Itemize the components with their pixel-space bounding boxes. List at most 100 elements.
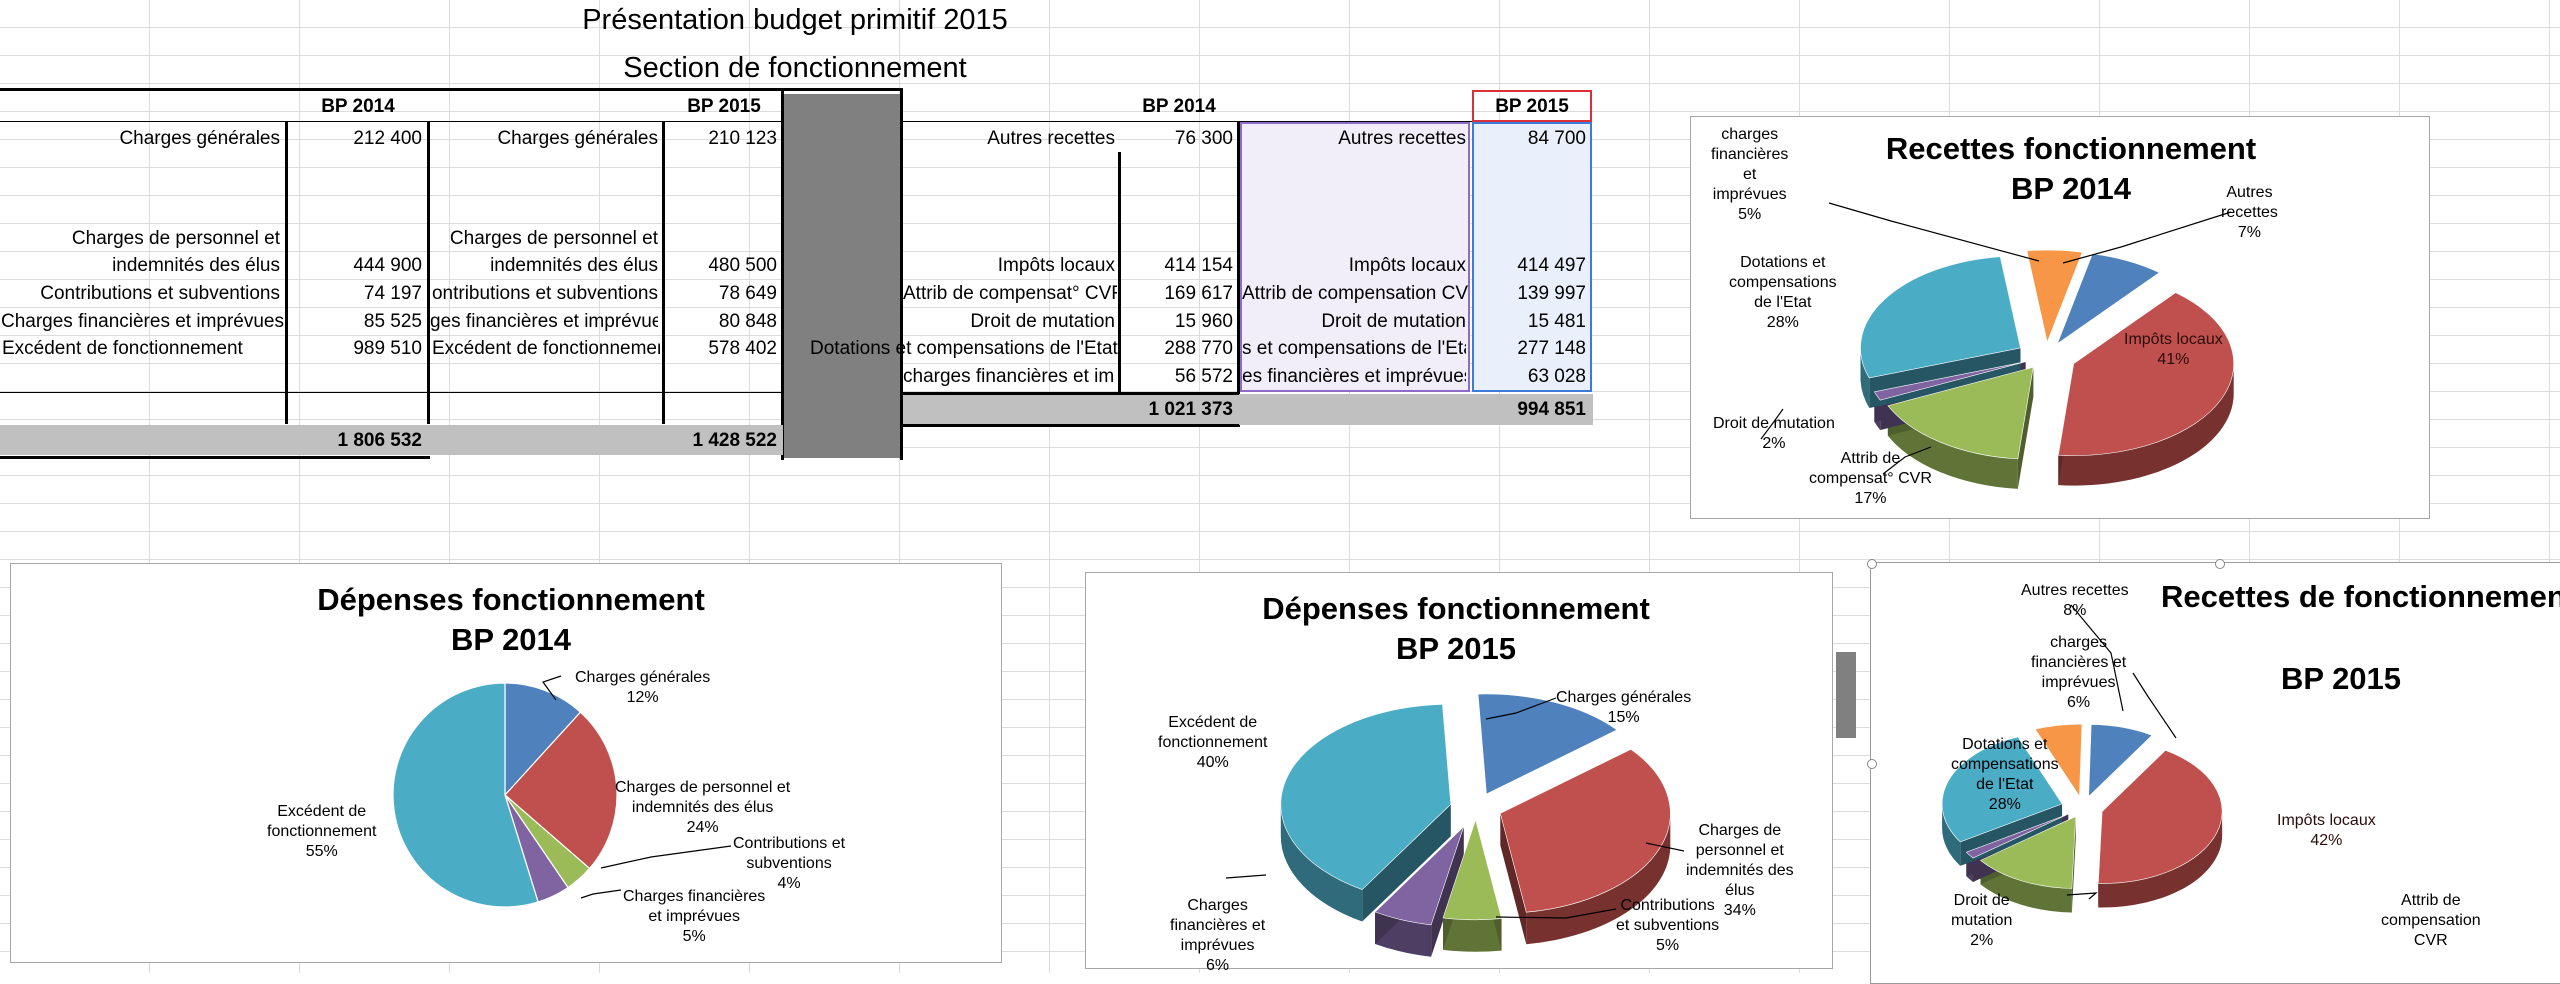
row-label[interactable]: Attrib de compensat° CVR [903,283,1117,304]
chart-title-line2: BP 2014 [450,622,572,657]
slice-droit-mutation[interactable] [1873,361,2026,401]
row-value[interactable]: 56 572 [1174,366,1233,387]
row-label[interactable]: Impôts locaux [997,255,1115,276]
row-value[interactable]: 444 900 [353,255,422,276]
total-2014[interactable]: 1 806 532 [337,430,422,451]
table-top-border [0,88,900,91]
row-label[interactable]: Contributions et subventions [40,283,280,304]
leader-line [2132,672,2177,739]
row-value[interactable]: 78 649 [718,283,777,304]
slice-excedent[interactable] [1280,704,1452,890]
row-value[interactable]: 169 617 [1164,283,1233,304]
chart-title: Dépenses fonctionnement BP 2015 [1236,589,1676,669]
row-label[interactable]: ges financières et imprévues [430,311,658,332]
total-2015[interactable]: 994 851 [1517,399,1586,420]
selection-range-blue[interactable] [1472,122,1592,392]
slice-charges-financieres[interactable] [2026,249,2083,344]
row-value[interactable]: 414 497 [1517,255,1586,276]
slice-dotations-side [1942,803,1961,866]
column-divider [1237,122,1240,427]
slice-autres-recettes[interactable] [2088,724,2153,798]
resize-handle[interactable] [2215,559,2225,569]
row-label[interactable]: indemnités des élus [112,255,280,276]
total-2014[interactable]: 1 021 373 [1148,399,1233,420]
row-value[interactable]: 76 300 [1174,128,1233,149]
slice-autres-recettes[interactable] [2056,253,2160,345]
row-value[interactable]: 414 154 [1164,255,1233,276]
selection-range-red[interactable] [1472,90,1592,122]
row-label[interactable]: indemnités des élus [490,255,658,276]
chart-recettes-2015[interactable]: Recettes de fonctionnement BP 2015 Autre… [1867,559,2560,984]
data-label-charges-financieres: charges financières et imprévues 5% [1711,126,1789,223]
chart-depenses-2015[interactable]: Dépenses fonctionnement BP 2015 Charges … [1085,572,1833,974]
row-label[interactable]: charges financières et imprévues [903,366,1115,387]
row-label[interactable]: Impôts locaux [1348,255,1466,276]
row-label[interactable]: Excédent de fonctionnement [2,338,243,359]
row-label[interactable]: Attrib de compensation CV [1242,283,1468,304]
row-label[interactable]: Autres recettes [987,128,1115,149]
row-value[interactable]: 212 400 [353,128,422,149]
row-label[interactable]: Autres recettes [1338,128,1466,149]
slice-attrib-compensation[interactable] [1887,366,2034,460]
slice-charges-personnel[interactable] [504,711,618,870]
row-value[interactable]: 578 402 [708,338,777,359]
row-label[interactable]: es financières et imprévues [1242,366,1466,387]
chart-title-line2: BP 2014 [2010,171,2132,206]
row-label[interactable]: Droit de mutation [970,311,1115,332]
slice-charges-financieres[interactable] [1374,826,1464,926]
slice-droit-mutation[interactable] [1965,813,2069,859]
row-value[interactable]: 74 197 [363,283,422,304]
row-value[interactable]: 15 481 [1527,311,1586,332]
chart-title-line1: Recettes fonctionnement [1885,131,2257,166]
data-label-impots-locaux: Impôts locaux 42% [2277,812,2376,849]
row-value[interactable]: 480 500 [708,255,777,276]
row-value[interactable]: 15 960 [1174,311,1233,332]
total-2015[interactable]: 1 428 522 [692,430,777,451]
row-value[interactable]: 288 770 [1164,338,1233,359]
slice-charges-generales[interactable] [504,682,582,797]
row-value[interactable]: 80 848 [718,311,777,332]
row-value[interactable]: 139 997 [1517,283,1586,304]
row-label[interactable]: Charges de personnel et [449,228,658,249]
row-label[interactable]: Charges financières et imprévues [0,311,284,332]
data-label-charges-generales: Charges générales 12% [575,669,711,706]
slice-impots-locaux[interactable] [2097,749,2223,884]
row-label[interactable]: Excédent de fonctionnemen [432,338,660,359]
leader-line [2066,892,2098,900]
selection-range-purple[interactable] [1240,122,1470,392]
resize-handle[interactable] [1867,759,1877,769]
pie-area [392,675,732,908]
row-value[interactable]: 277 148 [1517,338,1586,359]
leader-line [600,845,732,869]
slice-impots-locaux[interactable] [2057,292,2234,456]
slice-attrib-compensation[interactable] [1979,816,2077,889]
slice-charges-financieres[interactable] [2034,723,2083,798]
row-value[interactable]: 210 123 [708,128,777,149]
chart-depenses-2014[interactable]: Dépenses fonctionnement BP 2014 Charges … [10,563,1002,963]
slice-contributions[interactable] [1442,818,1502,921]
row-label[interactable]: ontributions et subventions [431,283,658,304]
row-label[interactable]: Charges générales [497,128,658,149]
total-bottom-border [0,456,430,459]
row-value[interactable]: 989 510 [353,338,422,359]
scroll-handle[interactable] [1836,652,1856,738]
leader-line [1882,446,1932,475]
chart-title-line2: BP 2015 [1395,631,1517,666]
slice-dotations[interactable] [1860,256,2021,379]
slice-charges-personnel[interactable] [1499,748,1671,913]
leader-line [542,675,562,701]
slice-charges-generales[interactable] [1477,693,1618,795]
row-label[interactable]: s et compensations de l'Etat [1242,338,1466,359]
row-label[interactable]: Charges de personnel et [71,228,280,249]
slice-dotations[interactable] [1941,736,2063,843]
row-value[interactable]: 63 028 [1527,366,1586,387]
resize-handle[interactable] [1867,559,1877,569]
chart-recettes-2014[interactable]: Recettes fonctionnement BP 2014 Autres re… [1690,116,2430,519]
row-value[interactable]: 84 700 [1527,128,1586,149]
data-label-charges-financieres: Charges financières et imprévues 6% [1170,897,1266,974]
row-label[interactable]: Dotations et compensations de l'Etat [810,338,1118,359]
row-value[interactable]: 85 525 [363,311,422,332]
row-label[interactable]: Droit de mutation [1321,311,1466,332]
row-label[interactable]: Charges générales [119,128,280,149]
slice-excedent[interactable] [392,682,539,908]
